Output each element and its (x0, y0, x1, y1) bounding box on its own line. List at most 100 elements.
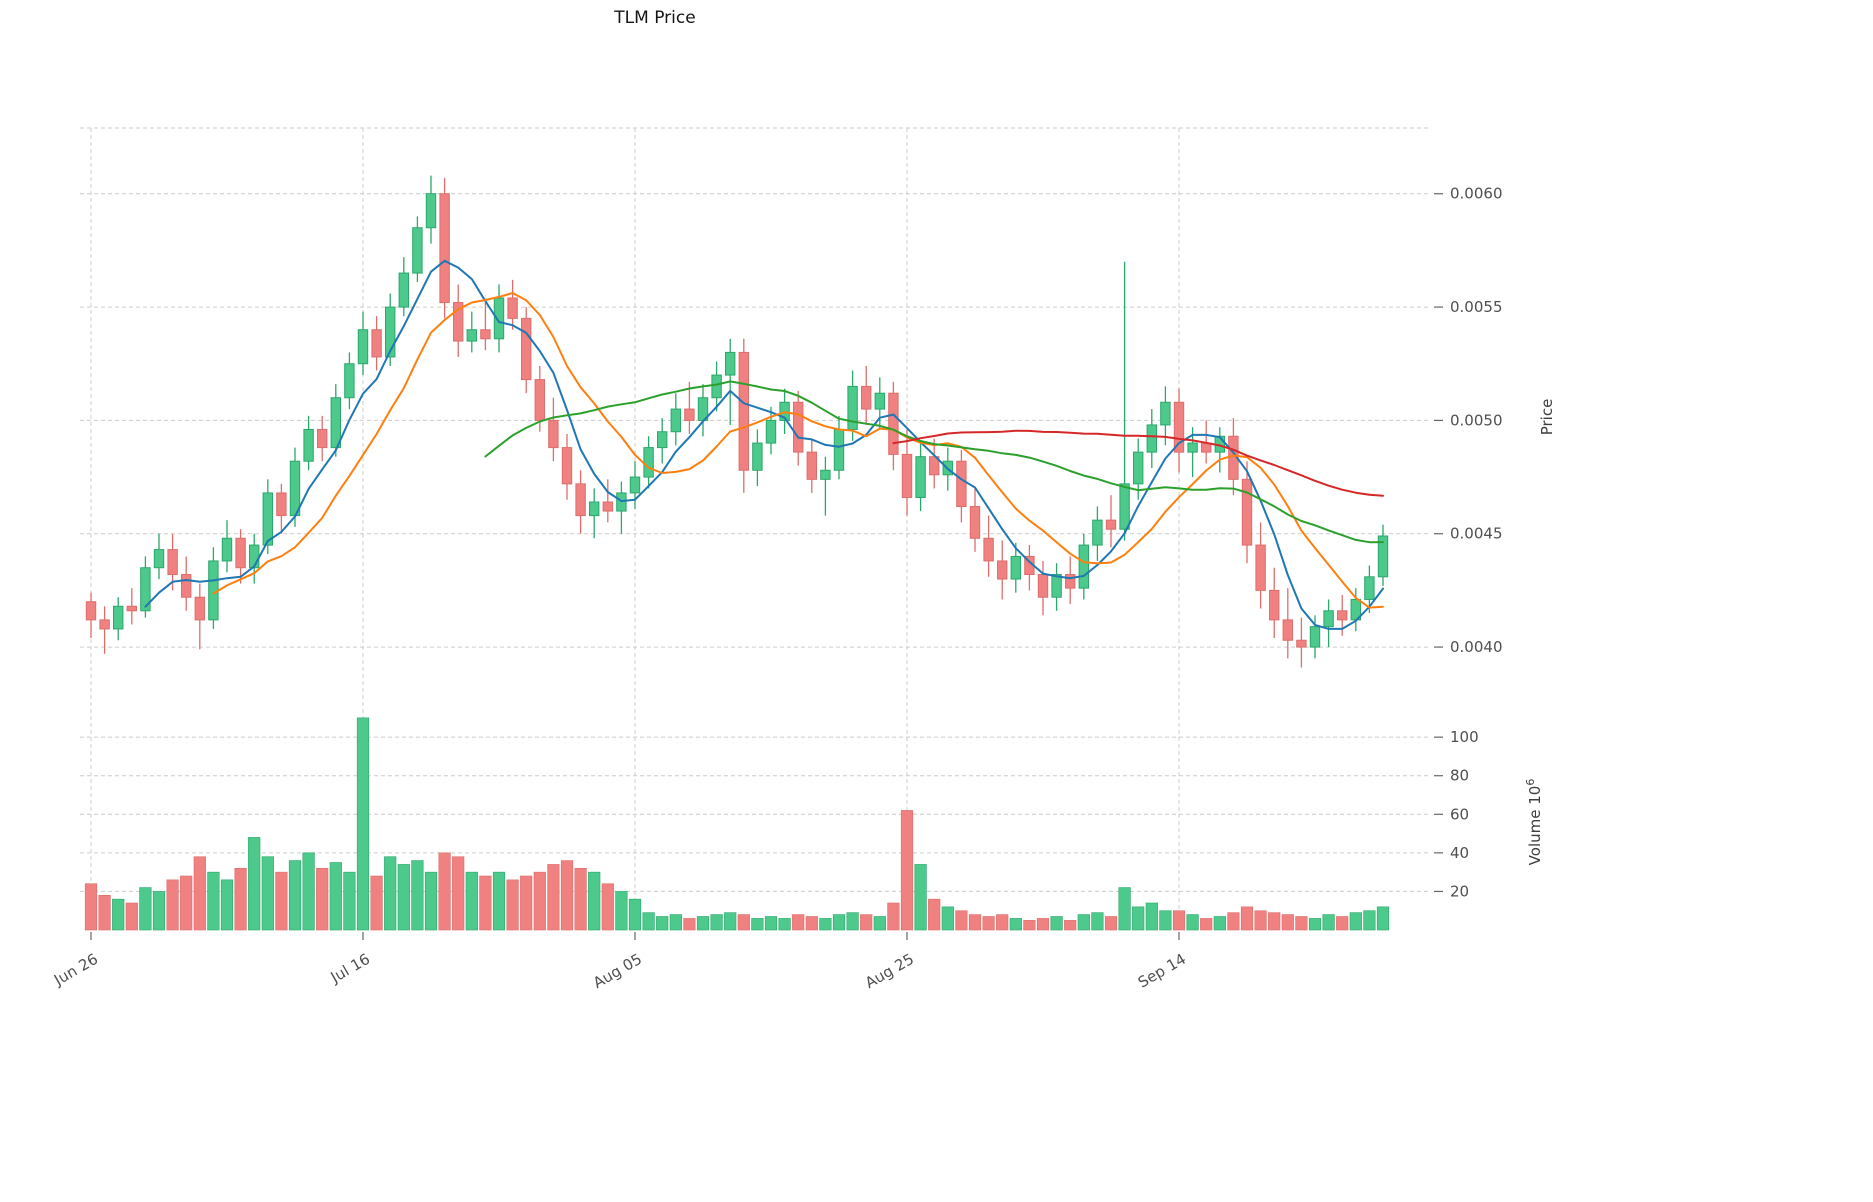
candles (85, 175, 1389, 668)
price-tick-label: 0.0060 (1450, 185, 1503, 203)
volume-bar (737, 914, 750, 931)
volume-bar (1091, 912, 1104, 931)
volume-bar (520, 875, 533, 931)
volume-bar (234, 867, 247, 931)
candle-body (153, 549, 165, 569)
volume-bar (438, 852, 451, 931)
volume-bar (1200, 918, 1213, 931)
candle-body (113, 605, 124, 630)
candle-body (398, 272, 410, 308)
candle-body (820, 469, 831, 480)
candle-body (385, 306, 396, 358)
volume-bar (968, 914, 982, 931)
candle-body (1187, 442, 1198, 453)
volume-bar (220, 879, 234, 931)
volume-bar (1009, 918, 1022, 931)
candle-body (1051, 574, 1062, 598)
grid (80, 127, 1430, 930)
candle-body (725, 351, 736, 376)
volume-bar (1050, 916, 1063, 931)
volume-bar (139, 887, 152, 931)
candle-body (1173, 401, 1185, 453)
volume-bar (533, 871, 546, 931)
price-tick-label: 0.0040 (1450, 638, 1503, 656)
candle-body (602, 501, 613, 512)
candle-body (167, 549, 178, 576)
volume-bar (887, 902, 900, 931)
volume-bar (1104, 916, 1118, 931)
volume-bars (84, 717, 1390, 931)
candle-body (833, 428, 845, 471)
volume-bar (248, 837, 261, 931)
volume-bar (669, 914, 682, 931)
volume-bar (1281, 914, 1294, 931)
candle-body (412, 227, 423, 274)
volume-bar (112, 898, 125, 931)
volume-bar (1159, 910, 1172, 931)
volume-bar (1240, 906, 1254, 931)
candle-body (1065, 574, 1076, 589)
volume-bar (574, 867, 587, 931)
volume-bar (656, 916, 669, 931)
volume-bar (98, 894, 111, 931)
candle-body (1241, 478, 1253, 546)
candle-body (915, 456, 926, 498)
candle-body (1160, 401, 1171, 426)
candle-body (1296, 639, 1307, 648)
volume-bar (1077, 914, 1090, 931)
candle-body (629, 476, 641, 494)
candle-body (1119, 483, 1130, 530)
candle-body (1037, 574, 1049, 598)
volume-bar (996, 914, 1009, 931)
volume-bar (628, 898, 642, 931)
volume-axis-title: Volume 106 (1524, 779, 1544, 866)
volume-bar (479, 875, 492, 931)
candle-body (670, 408, 681, 433)
candle-body (1105, 519, 1117, 530)
volume-bar (928, 898, 941, 931)
candle-body (85, 601, 97, 621)
volume-bar (873, 916, 886, 931)
volume-bar (1132, 906, 1145, 931)
volume-tick-label: 20 (1450, 882, 1469, 900)
volume-bar (941, 906, 954, 931)
volume-bar (288, 860, 302, 931)
candle-body (330, 397, 342, 449)
candle-body (684, 408, 695, 421)
volume-bar (601, 883, 614, 931)
volume-bar (615, 891, 628, 931)
candle-body (493, 297, 505, 340)
candle-body (1133, 451, 1144, 485)
volume-bar (696, 916, 710, 931)
candle-body (221, 537, 233, 562)
volume-bar (275, 871, 288, 931)
candle-body (371, 329, 382, 358)
candle-body (534, 379, 545, 421)
volume-bar (370, 875, 383, 931)
volume-bar (1036, 918, 1050, 931)
candle-body (303, 428, 314, 462)
volume-bar (547, 864, 560, 931)
candle-body (643, 447, 654, 478)
candle-body (983, 537, 994, 562)
candle-body (806, 451, 817, 480)
candle-body (425, 193, 437, 229)
volume-bar (1363, 910, 1376, 931)
volume-bar (1376, 906, 1390, 931)
candle-body (575, 483, 586, 517)
price-axis-title: Price (1538, 399, 1556, 436)
x-tick-label: Jul 16 (327, 950, 373, 987)
volume-bar (261, 856, 274, 931)
candle-body (1078, 544, 1089, 589)
volume-bar (805, 916, 818, 931)
candle-body (357, 329, 369, 365)
volume-bar (724, 912, 737, 931)
volume-bar (384, 856, 397, 931)
candle-body (276, 492, 287, 517)
candle-body (793, 401, 804, 453)
volume-bar (343, 871, 356, 931)
volume-bar (166, 879, 179, 931)
candle-body (466, 329, 478, 342)
price-tick-label: 0.0055 (1450, 298, 1503, 316)
volume-bar (356, 717, 370, 931)
